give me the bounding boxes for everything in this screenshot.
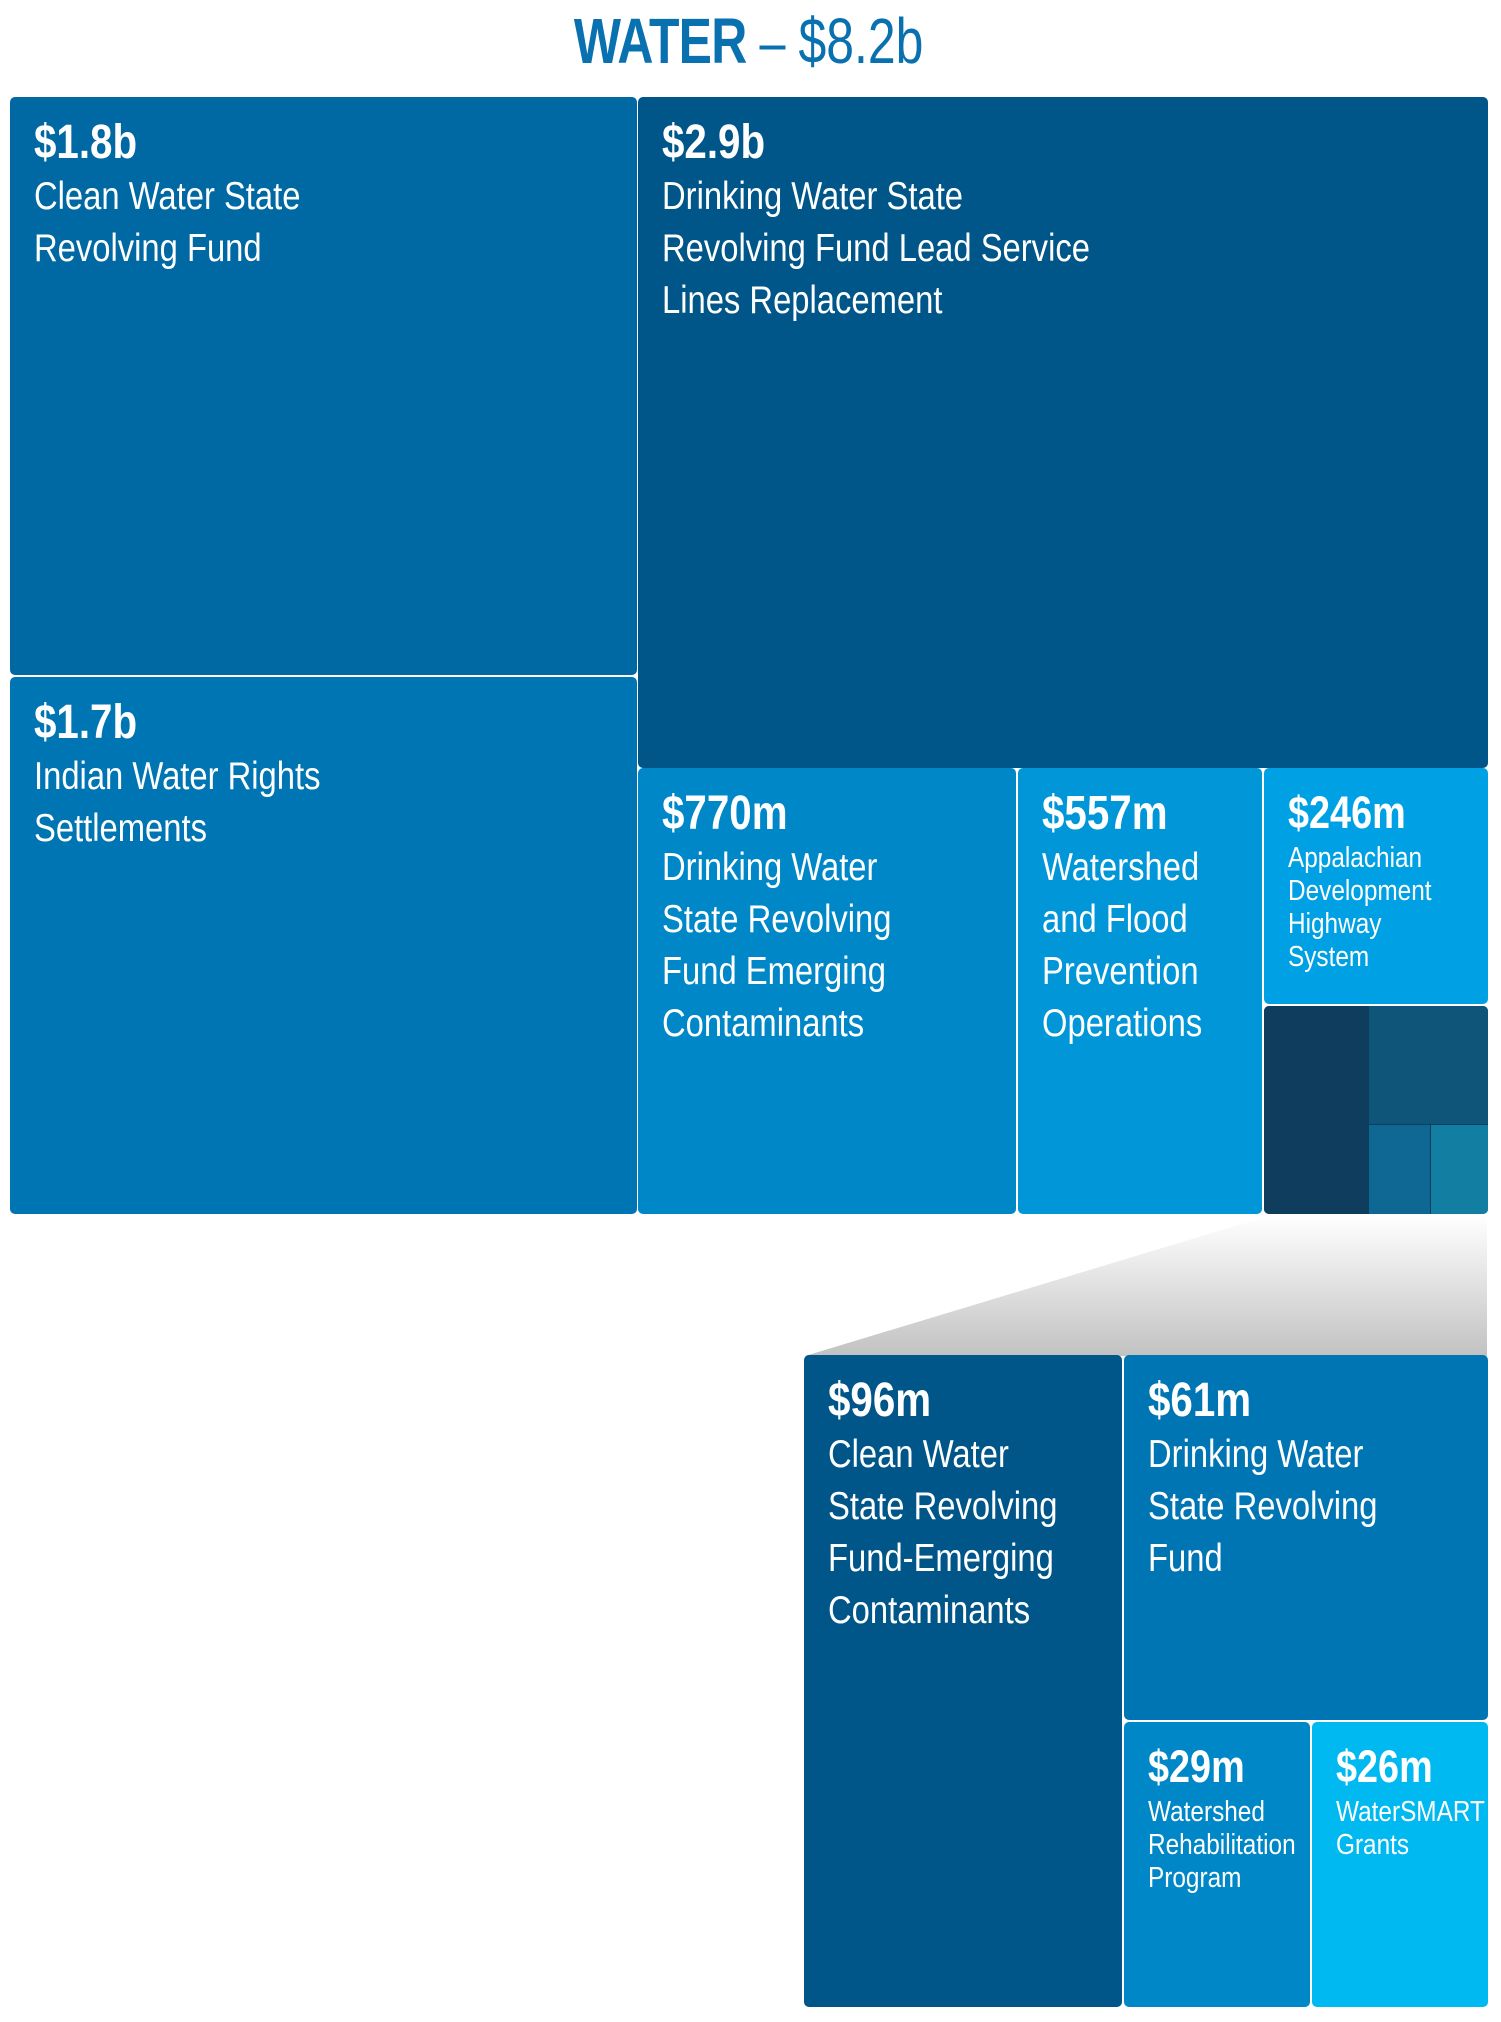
tile-drinking-water-srf-emerging[interactable]: $770m Drinking Water State Revolving Fun… [638,768,1016,1214]
chart-title-separator: – [746,9,799,76]
tile-amount: $29m [1148,1741,1245,1792]
mini-block-96m [1264,1006,1368,1214]
chart-title-total: $8.2b [798,5,924,77]
tile-amount: $96m [828,1374,932,1427]
tile-watershed-flood-prevention[interactable]: $557m Watershed and Flood Prevention Ope… [1018,768,1262,1214]
tile-amount: $61m [1148,1374,1252,1427]
tile-drinking-water-srf[interactable]: $61m Drinking Water State Revolving Fund [1124,1355,1488,1720]
tile-clean-water-srf-emerging[interactable]: $96m Clean Water State Revolving Fund-Em… [804,1355,1122,2007]
tile-label: Drinking Water State Revolving Fund Emer… [662,846,892,1045]
tile-amount: $770m [662,787,788,840]
tile-drinking-water-srf-lead[interactable]: $2.9b Drinking Water State Revolving Fun… [638,97,1488,768]
tile-watershed-rehabilitation[interactable]: $29m Watershed Rehabilitation Program [1124,1722,1310,2007]
tile-indian-water-rights[interactable]: $1.7b Indian Water Rights Settlements [10,677,637,1214]
tile-label: Clean Water State Revolving Fund [34,175,301,270]
tile-label: Watershed Rehabilitation Program [1148,1796,1296,1894]
tile-watersmart-grants[interactable]: $26m WaterSMART Grants [1312,1722,1488,2007]
tile-label: Watershed and Flood Prevention Operation… [1042,846,1203,1045]
tile-other-mini-treemap[interactable] [1264,1006,1488,1214]
chart-title: WATER – $8.2b [163,0,1334,90]
tile-label: Clean Water State Revolving Fund-Emergin… [828,1433,1058,1632]
tile-label: Drinking Water State Revolving Fund [1148,1433,1378,1580]
tile-amount: $246m [1288,787,1406,838]
tile-amount: $1.8b [34,116,138,169]
tile-clean-water-srf[interactable]: $1.8b Clean Water State Revolving Fund [10,97,637,675]
tile-amount: $1.7b [34,696,138,749]
mini-block-29m [1369,1125,1430,1214]
mini-block-61m [1369,1006,1488,1124]
tile-label: WaterSMART Grants [1336,1796,1485,1861]
tile-amount: $557m [1042,787,1168,840]
tile-amount: $2.9b [662,116,766,169]
tile-amount: $26m [1336,1741,1433,1792]
tile-label: Drinking Water State Revolving Fund Lead… [662,175,1090,322]
tile-label: Indian Water Rights Settlements [34,755,321,850]
tile-label: Appalachian Development Highway System [1288,842,1432,973]
detail-connector-shape [805,1216,1487,1356]
tile-appalachian-highway[interactable]: $246m Appalachian Development Highway Sy… [1264,768,1488,1004]
chart-title-category: WATER [573,5,747,77]
mini-block-26m [1431,1125,1488,1214]
